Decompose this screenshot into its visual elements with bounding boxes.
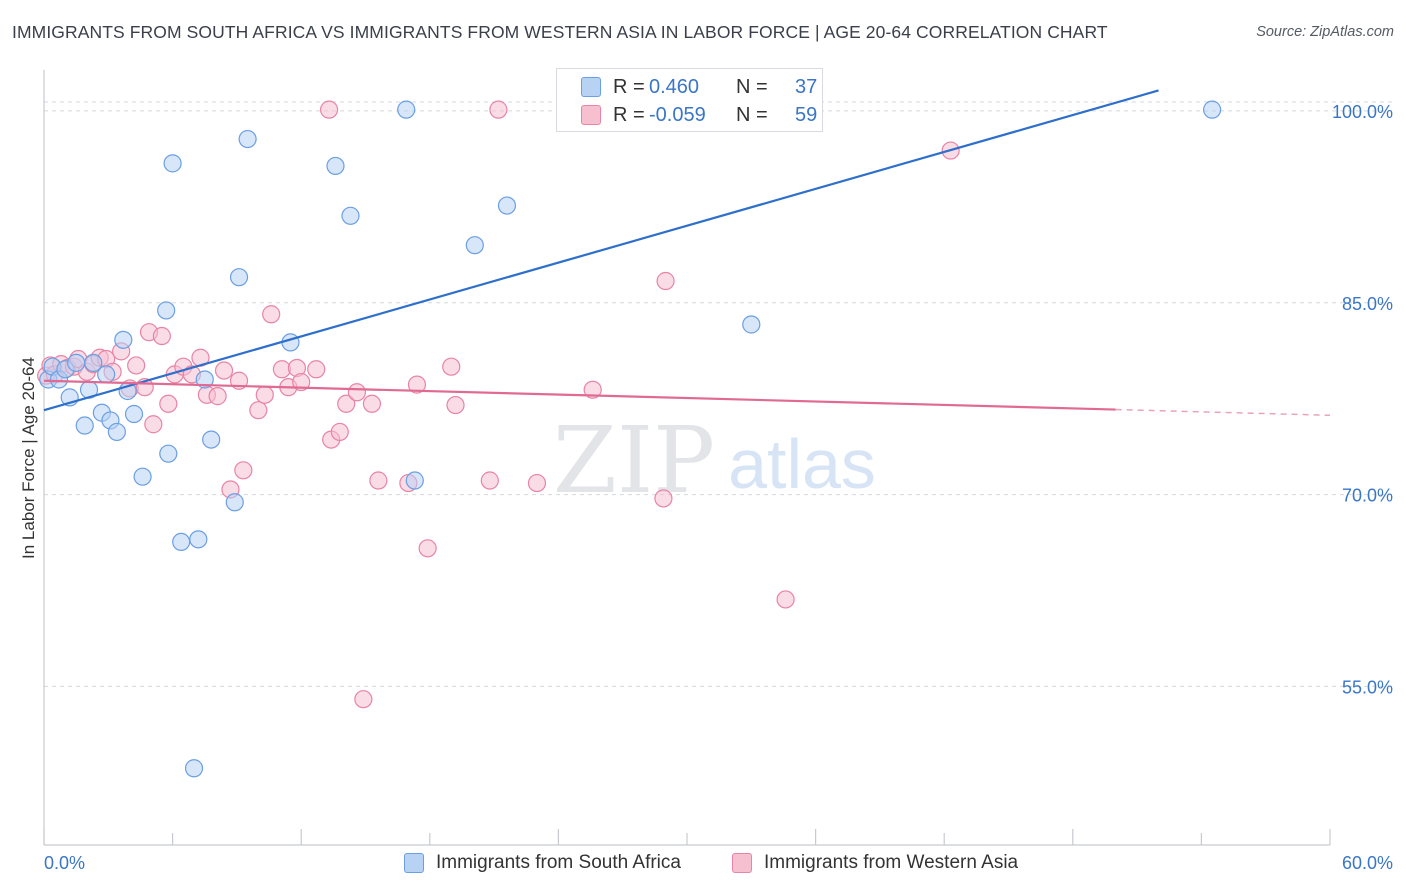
data-point bbox=[442, 357, 461, 376]
data-point bbox=[208, 387, 227, 406]
data-point bbox=[337, 394, 356, 413]
trend-lines bbox=[43, 89, 1331, 417]
data-point bbox=[124, 404, 144, 424]
data-point bbox=[307, 360, 326, 379]
trend-line-south-africa bbox=[43, 89, 1159, 412]
data-point bbox=[163, 154, 182, 173]
x-tick-label: 60.0% bbox=[1342, 853, 1393, 873]
y-tick-label: 55.0% bbox=[1342, 677, 1393, 697]
legend-n-label: N = bbox=[736, 104, 768, 126]
watermark-atlas: atlas bbox=[728, 425, 876, 503]
data-point bbox=[527, 473, 547, 493]
data-point bbox=[238, 129, 257, 149]
data-point bbox=[497, 196, 517, 215]
y-tick-label: 85.0% bbox=[1342, 294, 1393, 314]
legend-swatch-pink bbox=[581, 105, 601, 125]
data-point bbox=[341, 206, 360, 225]
data-point bbox=[202, 430, 221, 449]
trend-line-western-asia bbox=[43, 379, 1116, 411]
data-point bbox=[654, 489, 673, 508]
grid-lines bbox=[44, 101, 1392, 687]
series-points-south-africa bbox=[39, 100, 1222, 778]
data-point bbox=[407, 375, 427, 394]
data-point bbox=[272, 360, 292, 379]
data-point bbox=[446, 395, 465, 415]
data-point bbox=[249, 401, 268, 420]
data-point bbox=[480, 471, 499, 490]
data-point bbox=[114, 330, 133, 349]
data-point bbox=[362, 394, 382, 413]
data-point bbox=[489, 100, 508, 119]
series-name: Immigrants from Western Asia bbox=[764, 852, 1019, 873]
data-point bbox=[184, 759, 204, 778]
data-point bbox=[397, 100, 416, 119]
data-point bbox=[1203, 100, 1222, 119]
series-points-western-asia bbox=[37, 100, 960, 709]
data-point bbox=[152, 326, 171, 346]
data-point bbox=[229, 268, 249, 287]
trend-line-western-asia-extension bbox=[1115, 408, 1331, 417]
data-point bbox=[281, 333, 300, 352]
y-tick-label: 70.0% bbox=[1342, 486, 1393, 506]
data-point bbox=[133, 467, 152, 486]
data-point bbox=[159, 444, 178, 463]
data-point bbox=[418, 539, 437, 558]
y-axis-label: In Labor Force | Age 20-64 bbox=[19, 357, 38, 559]
data-point bbox=[157, 301, 176, 320]
legend-swatch-blue bbox=[581, 77, 601, 97]
data-point bbox=[255, 385, 274, 404]
y-tick-label: 100.0% bbox=[1332, 102, 1393, 122]
data-point bbox=[67, 353, 86, 372]
data-point bbox=[84, 353, 103, 372]
legend-swatch-pink bbox=[732, 853, 752, 873]
tick-labels: 55.0% 70.0% 85.0% 100.0% 0.0% 60.0% bbox=[44, 102, 1393, 873]
stats-legend: R = 0.460 N = 37 R = -0.059 N = 59 bbox=[556, 68, 823, 132]
x-tick-label: 0.0% bbox=[44, 853, 85, 873]
data-point bbox=[172, 532, 191, 552]
data-point bbox=[326, 156, 345, 176]
legend-n-label: N = bbox=[736, 76, 768, 98]
data-point bbox=[292, 372, 311, 392]
legend-r-value: -0.059 bbox=[649, 104, 706, 126]
data-point bbox=[369, 471, 388, 490]
data-point bbox=[97, 365, 116, 384]
data-point bbox=[225, 493, 244, 512]
watermark: ZIP atlas bbox=[553, 407, 876, 514]
data-point bbox=[776, 590, 795, 609]
legend-r-label: R = bbox=[613, 76, 645, 98]
legend-n-value: 37 bbox=[795, 76, 818, 98]
chart-title: IMMIGRANTS FROM SOUTH AFRICA VS IMMIGRAN… bbox=[12, 22, 1108, 42]
data-point bbox=[319, 100, 339, 119]
data-point bbox=[214, 361, 234, 380]
data-point bbox=[583, 380, 602, 399]
data-point bbox=[107, 422, 126, 442]
series-name: Immigrants from South Africa bbox=[436, 852, 681, 873]
legend-r-label: R = bbox=[613, 104, 645, 126]
data-point bbox=[465, 236, 484, 255]
data-point bbox=[144, 415, 163, 434]
data-point bbox=[262, 305, 281, 324]
data-point bbox=[354, 690, 373, 709]
data-point bbox=[189, 530, 208, 549]
data-point bbox=[330, 422, 349, 442]
data-point bbox=[656, 271, 675, 291]
data-point bbox=[234, 461, 253, 480]
data-point bbox=[347, 383, 367, 402]
data-point bbox=[159, 394, 178, 413]
legend-r-value: 0.460 bbox=[649, 76, 700, 98]
source-label: Source: ZipAtlas.com bbox=[1256, 24, 1394, 40]
data-point bbox=[75, 416, 94, 435]
data-point bbox=[195, 370, 214, 389]
legend-swatch-blue bbox=[404, 853, 424, 873]
data-point bbox=[127, 356, 146, 375]
watermark-zip: ZIP bbox=[553, 407, 715, 514]
axes bbox=[43, 70, 1331, 846]
data-point bbox=[405, 471, 424, 490]
legend-n-value: 59 bbox=[795, 104, 818, 126]
data-point bbox=[742, 315, 761, 334]
